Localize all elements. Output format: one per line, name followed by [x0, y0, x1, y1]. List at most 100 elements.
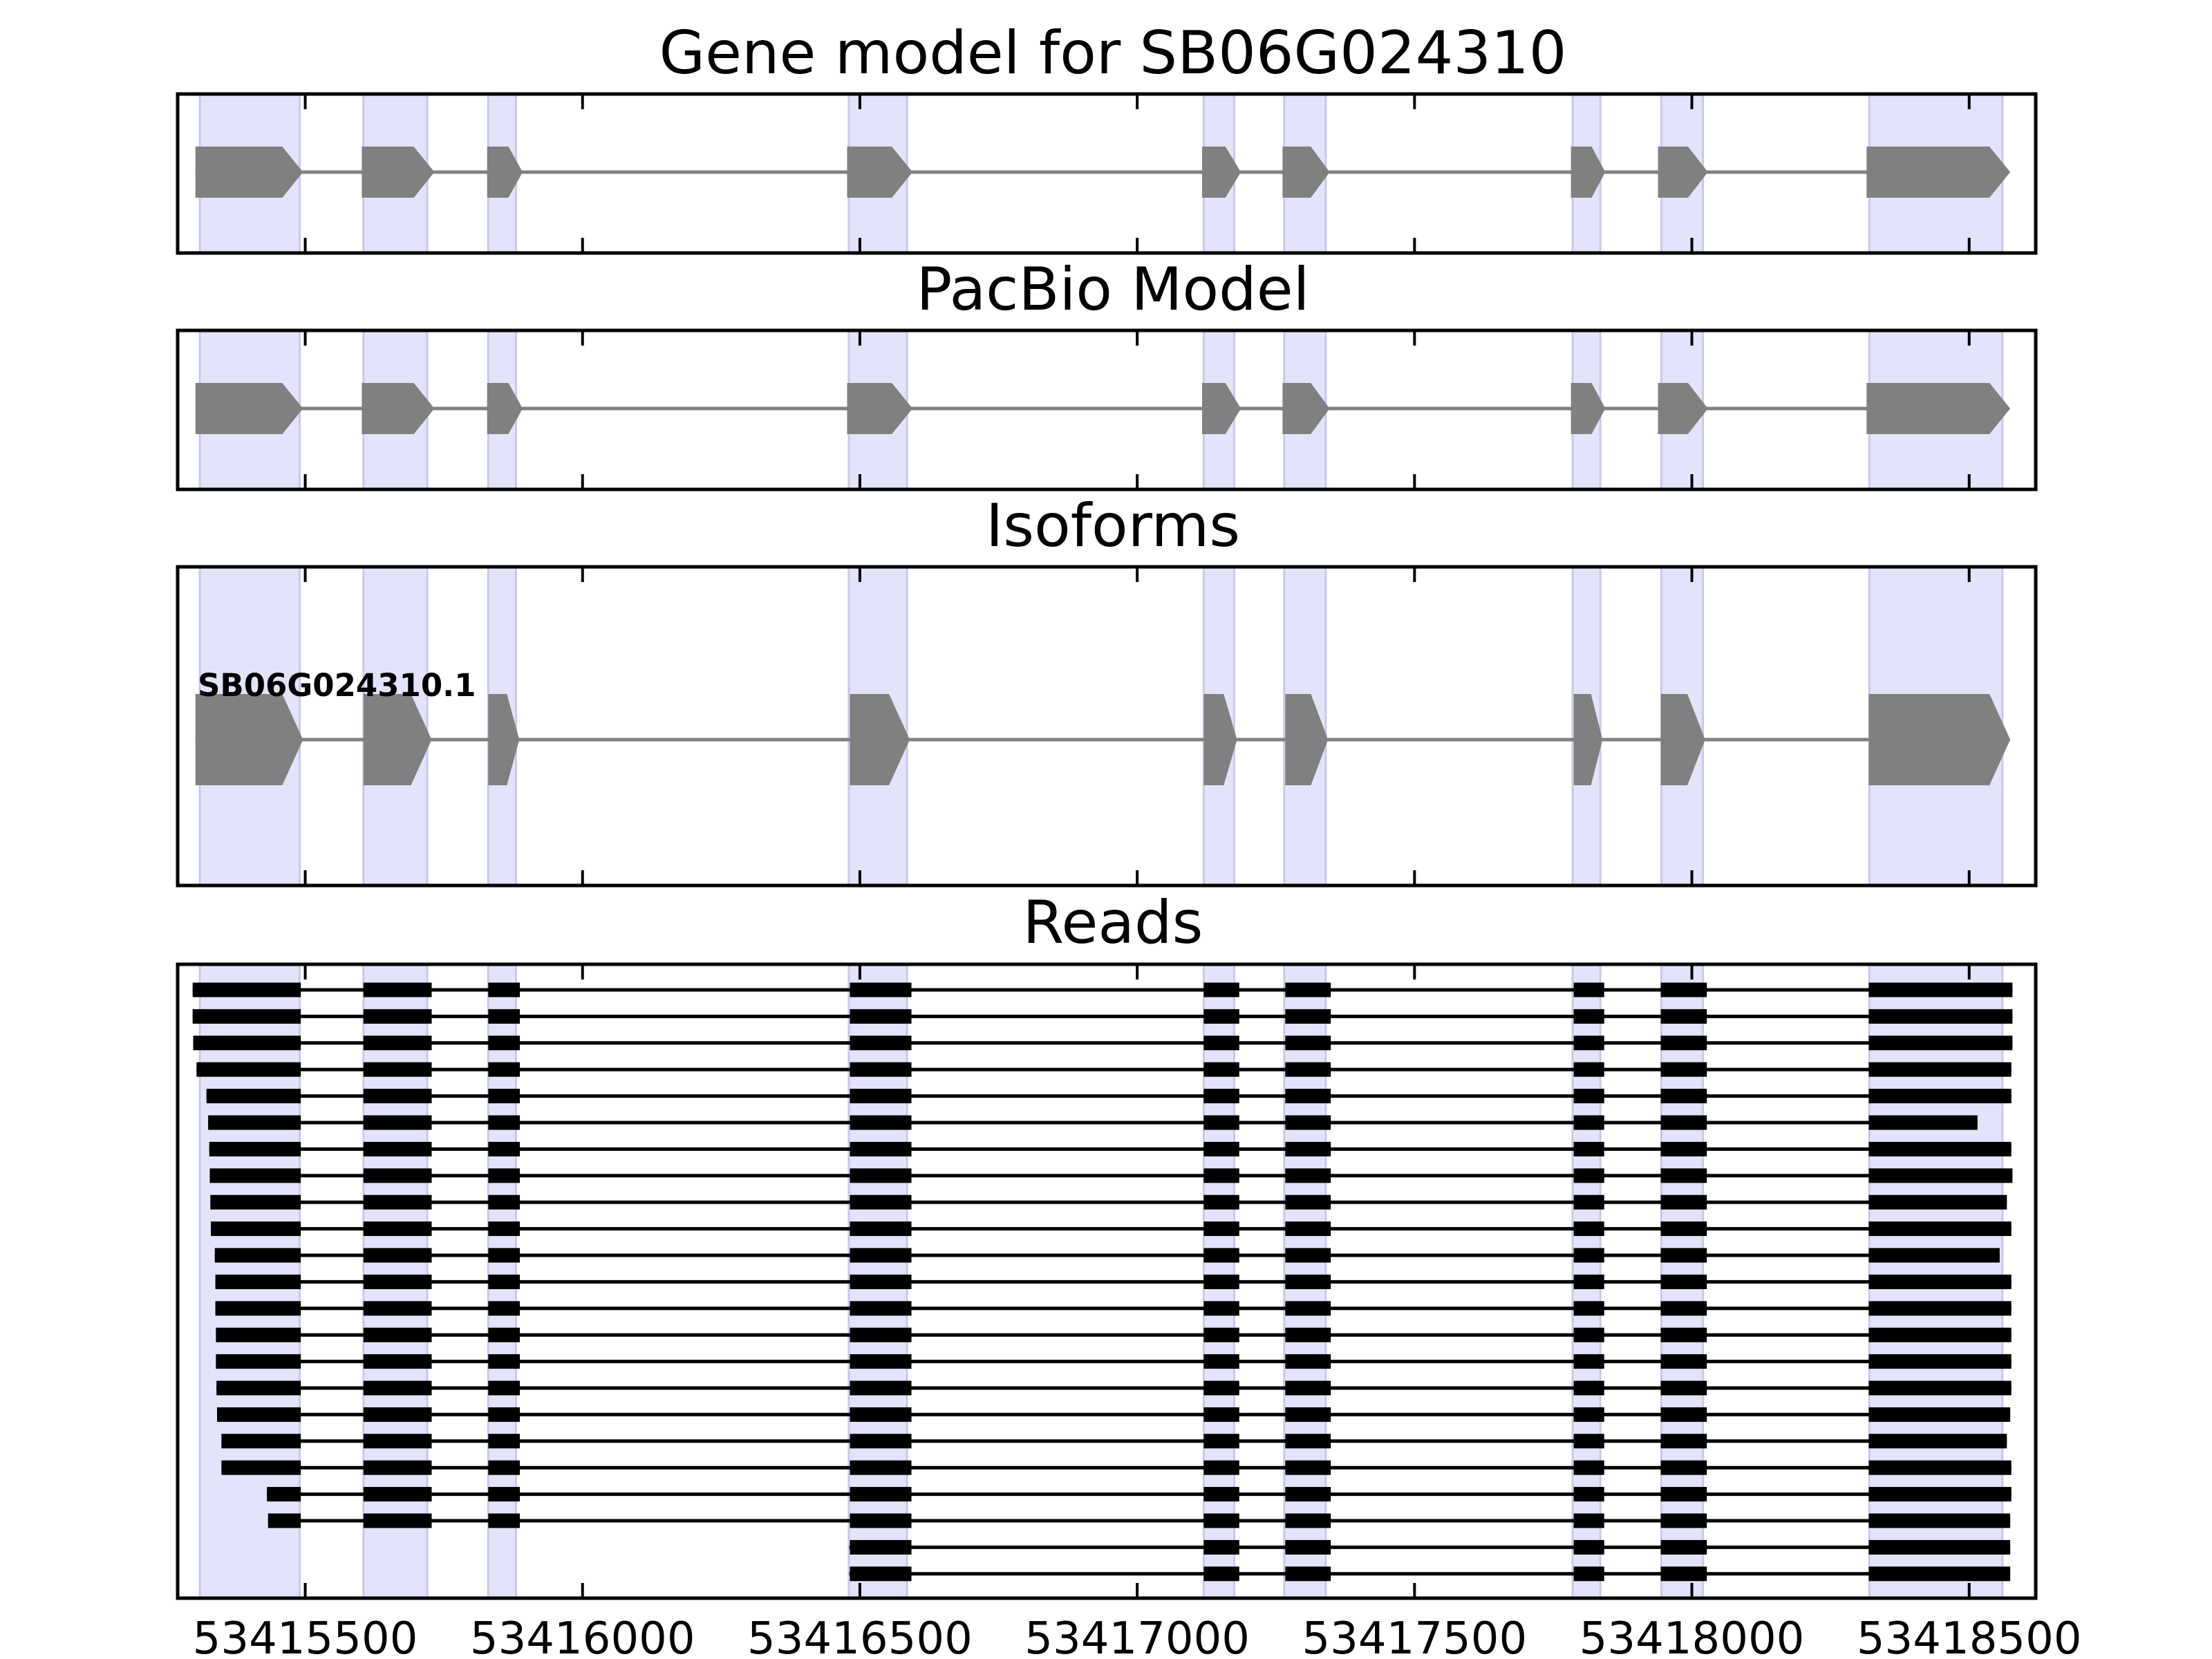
read-exon-block	[1203, 1274, 1239, 1289]
read-exon-block	[1573, 1460, 1604, 1475]
exon-arrow	[1573, 694, 1603, 785]
read-exon-block	[1868, 1407, 2011, 1422]
read-exon-block	[850, 1354, 912, 1369]
read-alignment	[221, 1460, 2012, 1475]
read-alignment	[849, 1539, 2011, 1555]
read-exon-block	[192, 982, 301, 997]
read-alignment	[268, 1513, 2011, 1528]
read-exon-block	[850, 1062, 912, 1077]
read-exon-block	[1285, 1487, 1331, 1502]
isoforms-panel: Isoforms SB06G024310.1	[176, 491, 2038, 888]
pacbio-model-frame	[176, 328, 2038, 491]
x-axis-tick-labels: 53415500 53416000 53416500 53417000 53417500…	[193, 1613, 2082, 1659]
read-exon-block	[363, 1115, 432, 1130]
read-exon-block	[1285, 1035, 1331, 1051]
read-exon-block	[1285, 1248, 1331, 1263]
read-exon-block	[1285, 1274, 1331, 1289]
read-exon-block	[1285, 1168, 1331, 1183]
read-exon-block	[1573, 1274, 1604, 1289]
exon-arrow	[847, 383, 913, 434]
read-exon-block	[488, 1407, 521, 1422]
read-exon-block	[1573, 1089, 1604, 1104]
reads-panel: Reads	[176, 888, 2038, 1600]
read-exon-block	[1573, 1301, 1604, 1316]
exon-arrow	[1282, 147, 1330, 198]
read-exon-block	[1573, 1434, 1604, 1449]
read-exon-block	[363, 1194, 432, 1210]
read-exon-block	[206, 1089, 301, 1104]
exon-arrow	[362, 147, 435, 198]
read-exon-block	[1203, 1301, 1239, 1316]
read-exon-block	[1203, 1062, 1239, 1077]
read-exon-block	[488, 1168, 521, 1183]
read-exon-block	[268, 1513, 301, 1528]
read-exon-block	[1868, 1566, 2011, 1582]
read-exon-block	[363, 1062, 432, 1077]
read-exon-block	[267, 1487, 301, 1502]
read-exon-block	[363, 1434, 432, 1449]
read-exon-block	[1203, 1009, 1239, 1024]
read-exon-block	[1660, 1115, 1707, 1130]
read-exon-block	[1660, 1327, 1707, 1342]
read-exon-block	[850, 982, 912, 997]
x-tick-label: 53417500	[1302, 1613, 1527, 1659]
read-exon-block	[363, 1248, 432, 1263]
read-exon-block	[1660, 1035, 1707, 1051]
read-exon-block	[488, 1487, 521, 1502]
exon-arrow	[847, 147, 913, 198]
read-exon-block	[1203, 1539, 1239, 1555]
read-exon-block	[850, 1301, 912, 1316]
read-exon-block	[363, 1407, 432, 1422]
read-alignment	[849, 1566, 2011, 1582]
read-exon-block	[1660, 1487, 1707, 1502]
read-exon-block	[850, 1009, 912, 1024]
read-exon-block	[363, 1274, 432, 1289]
read-exon-block	[850, 1168, 912, 1183]
read-exon-block	[850, 1141, 912, 1156]
read-exon-block	[850, 1248, 912, 1263]
read-exon-block	[1203, 1141, 1239, 1156]
read-exon-block	[850, 1434, 912, 1449]
x-tick-label: 53418500	[1857, 1613, 2082, 1659]
read-alignment	[216, 1327, 2012, 1342]
exon-arrow	[1203, 694, 1237, 785]
read-exon-block	[488, 1009, 521, 1024]
read-exon-block	[1660, 1460, 1707, 1475]
read-exon-block	[488, 1327, 521, 1342]
read-exon-block	[1285, 1194, 1331, 1210]
read-exon-block	[363, 1460, 432, 1475]
read-exon-block	[215, 1274, 301, 1289]
read-exon-block	[1203, 1434, 1239, 1449]
reads-track	[192, 982, 2013, 1582]
read-exon-block	[1573, 1566, 1604, 1582]
read-exon-block	[1868, 1062, 2012, 1077]
read-exon-block	[1868, 982, 2013, 997]
read-alignment	[216, 1380, 2012, 1396]
read-exon-block	[1660, 1434, 1707, 1449]
read-exon-block	[488, 1115, 521, 1130]
read-exon-block	[1660, 1168, 1707, 1183]
read-exon-block	[1573, 1035, 1604, 1051]
gene-model-ticks	[303, 94, 1971, 253]
read-exon-block	[1285, 1354, 1331, 1369]
read-exon-block	[210, 1194, 301, 1210]
read-exon-block	[488, 982, 521, 997]
read-exon-block	[1868, 1035, 2013, 1051]
read-exon-block	[1573, 1354, 1604, 1369]
read-exon-block	[1285, 1513, 1331, 1528]
read-exon-block	[221, 1434, 301, 1449]
read-exon-block	[1573, 1248, 1604, 1263]
exon-arrow	[363, 694, 432, 785]
read-exon-block	[850, 1380, 912, 1396]
read-exon-block	[221, 1460, 301, 1475]
read-exon-block	[1573, 1487, 1604, 1502]
read-exon-block	[488, 1513, 521, 1528]
read-exon-block	[1203, 1566, 1239, 1582]
read-exon-block	[1285, 1539, 1331, 1555]
exon-arrow	[195, 694, 303, 785]
read-exon-block	[1660, 1194, 1707, 1210]
read-exon-block	[488, 1089, 521, 1104]
read-exon-block	[488, 1141, 521, 1156]
read-alignment	[216, 1354, 2012, 1369]
read-exon-block	[850, 1327, 912, 1342]
